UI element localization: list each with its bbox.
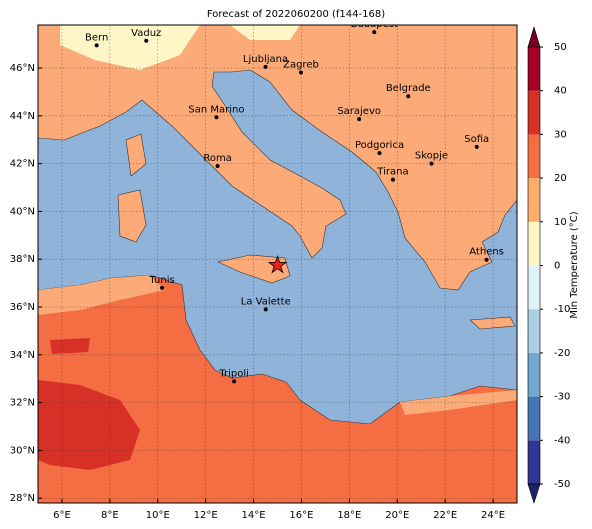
city-dot — [484, 257, 489, 262]
x-tick-label: 6°E — [53, 510, 71, 521]
city-dot — [214, 115, 219, 120]
city-label: Budapest — [351, 19, 398, 30]
y-tick-label: 44°N — [10, 111, 35, 122]
colorbar-tick-label: -40 — [554, 435, 570, 446]
city-dot — [263, 307, 268, 312]
y-tick-label: 40°N — [10, 206, 35, 217]
city-dot — [298, 70, 303, 75]
x-tick-label: 16°E — [289, 510, 313, 521]
colorbar-bin — [528, 134, 540, 179]
colorbar-tick-label: 30 — [554, 129, 567, 140]
city-dot — [263, 64, 268, 69]
city-label: Tripoli — [218, 368, 249, 379]
colorbar-label: Min Temperature (°C) — [569, 211, 580, 318]
alps — [60, 25, 300, 70]
colorbar-bin — [528, 440, 540, 484]
colorbar-tick-label: -30 — [554, 392, 570, 403]
colorbar-bin — [528, 265, 540, 310]
x-tick-label: 20°E — [385, 510, 409, 521]
colorbar-bin — [528, 221, 540, 266]
y-tick-label: 42°N — [10, 159, 35, 170]
warm-area — [38, 338, 140, 470]
city-dot — [406, 94, 411, 99]
city-dot — [357, 117, 362, 122]
city-label: Belgrade — [386, 83, 431, 94]
y-tick-label: 34°N — [10, 350, 35, 361]
colorbar-tick-label: 50 — [554, 42, 567, 53]
city-dot — [390, 177, 395, 182]
city-label: Vaduz — [131, 28, 161, 39]
city-label: San Marino — [188, 104, 244, 115]
x-tick-label: 24°E — [481, 510, 505, 521]
city-label: Roma — [203, 153, 232, 164]
city-label: Ljubljana — [243, 54, 288, 65]
colorbar-bin — [528, 47, 540, 91]
y-tick-label: 30°N — [10, 445, 35, 456]
x-tick-label: 22°E — [433, 510, 457, 521]
y-tick-label: 46°N — [10, 63, 35, 74]
sardinia — [117, 189, 147, 243]
city-label: Sarajevo — [337, 106, 381, 117]
x-tick-label: 18°E — [337, 510, 361, 521]
city-dot — [144, 38, 149, 43]
colorbar-tick-label: 10 — [554, 217, 567, 228]
coastal-band — [38, 275, 517, 415]
x-tick-label: 10°E — [146, 510, 170, 521]
x-tick-label: 12°E — [194, 510, 218, 521]
x-tick-label: 14°E — [242, 510, 266, 521]
y-tick-label: 32°N — [10, 398, 35, 409]
colorbar-bin — [528, 309, 540, 353]
crete — [469, 316, 516, 330]
city-dot — [160, 285, 165, 290]
colorbar-tick-label: 0 — [554, 261, 560, 272]
city-label: La Valette — [241, 296, 291, 307]
map-frame — [37, 24, 518, 504]
city-label: Athens — [469, 247, 504, 258]
city-label: Tunis — [148, 275, 174, 286]
colorbar-bin — [528, 352, 540, 397]
colorbar-tick-label: -50 — [554, 479, 570, 490]
y-tick-label: 28°N — [10, 493, 35, 504]
colorbar-tick-label: 20 — [554, 173, 567, 184]
y-tick-label: 36°N — [10, 302, 35, 313]
city-dot — [232, 379, 237, 384]
city-dot — [372, 30, 377, 35]
city-label: Bern — [85, 32, 108, 43]
corsica — [125, 133, 147, 177]
colorbar-tick-label: -20 — [554, 348, 570, 359]
colorbar-bin — [528, 396, 540, 441]
colorbar-bin — [528, 90, 540, 135]
city-dot — [215, 164, 220, 169]
europe — [38, 25, 517, 291]
city-label: Tirana — [376, 167, 408, 178]
x-tick-label: 8°E — [101, 510, 119, 521]
city-label: Zagreb — [283, 60, 319, 71]
city-label: Podgorica — [355, 140, 404, 151]
grid — [38, 25, 517, 503]
y-tick-label: 38°N — [10, 254, 35, 265]
city-dot — [94, 43, 99, 48]
forecast-point — [267, 254, 288, 274]
colorbar-tick-label: 40 — [554, 86, 567, 97]
city-label: Sofia — [464, 134, 489, 145]
colorbar-tick-label: -10 — [554, 304, 570, 315]
colorbar-under — [527, 483, 541, 504]
chart-title: Forecast of 2022060200 (f144-168) — [207, 9, 385, 20]
colorbar-bin — [528, 178, 540, 222]
city-label: Skopje — [415, 151, 448, 162]
city-dot — [429, 161, 434, 166]
colorbar-over — [527, 25, 541, 48]
city-dot — [377, 151, 382, 156]
city-dot — [474, 144, 479, 149]
